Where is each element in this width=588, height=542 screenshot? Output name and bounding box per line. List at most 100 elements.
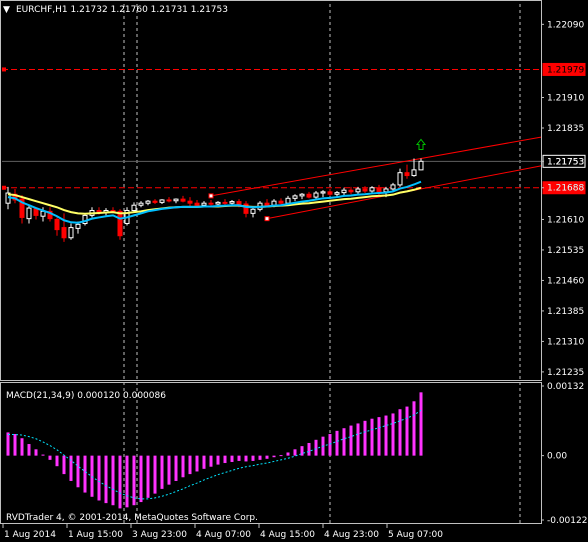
macd-histogram-bar [34, 449, 38, 456]
macd-panel-frame [0, 382, 542, 524]
macd-histogram-bar [265, 455, 269, 459]
macd-signal-line [8, 409, 422, 500]
candle-body [187, 200, 193, 204]
candle-body [117, 210, 123, 237]
macd-histogram-bar [279, 455, 283, 457]
candle-body [362, 188, 368, 192]
candle-body [411, 169, 417, 177]
macd-histogram-bar [377, 417, 381, 456]
macd-histogram-bar [307, 442, 311, 456]
candle-body [68, 227, 74, 239]
candle-body [397, 172, 403, 186]
price-tick-label: 1.21753 [547, 157, 584, 167]
macd-histogram-bar [419, 392, 423, 456]
macd-histogram-bar [300, 446, 304, 456]
channel-upper-line [210, 136, 542, 197]
macd-histogram-bar [69, 455, 73, 481]
macd-histogram-bar [62, 455, 66, 475]
macd-histogram-bar [384, 415, 388, 456]
macd-tick-label: 0.00132 [547, 382, 584, 392]
macd-histogram-bar [230, 455, 234, 462]
time-axis: 1 Aug 2014 1 Aug 15:00 3 Aug 23:00 4 Aug 07… [2, 524, 443, 540]
macd-histogram-bar [97, 455, 101, 501]
price-tick-label: 1.21310 [547, 337, 584, 347]
price-tick-label: 1.21235 [547, 368, 584, 378]
time-tick-label: 1 Aug 15:00 [68, 530, 123, 540]
candle-body [47, 210, 53, 220]
macd-histogram-bar [412, 401, 416, 456]
macd-histogram-bar [146, 455, 150, 498]
price-tag-label: 1.21979 [547, 65, 584, 75]
candle-body [292, 195, 298, 199]
moving-averages [7, 138, 427, 224]
candle-body [306, 193, 312, 198]
price-tick-label: 1.21460 [547, 276, 584, 286]
channel-lower-line-anchor [264, 216, 270, 222]
candle-body [166, 199, 172, 202]
candlesticks [5, 158, 424, 242]
macd-histogram-bar [398, 409, 402, 456]
candle-body [355, 188, 361, 193]
macd-histogram-bar [132, 455, 136, 506]
price-tag-label: 1.21753 [547, 157, 584, 167]
price-tag-box [542, 62, 586, 76]
candle-body [131, 204, 137, 212]
candle-body [19, 198, 25, 218]
macd-histogram-bar [363, 420, 367, 456]
candle-body [75, 223, 81, 229]
candle-body [33, 208, 39, 216]
candle-body [348, 189, 354, 193]
candle-body [54, 218, 60, 231]
macd-histogram-bar [125, 455, 129, 508]
candle-body [194, 202, 200, 206]
vertical-gridlines [123, 4, 521, 523]
candle-body [180, 198, 186, 202]
macd-histogram-bar [195, 455, 199, 472]
candle-body [61, 227, 67, 239]
macd-histogram-bar [160, 455, 164, 489]
candle-body [145, 200, 151, 204]
chart-header: EURCHF,H1 1.21732 1.21760 1.21731 1.2175… [16, 5, 228, 15]
symbol-dropdown-icon[interactable]: ▼ [3, 5, 10, 15]
price-tick-label: 1.21385 [547, 307, 584, 317]
macd-histogram-bar [251, 455, 255, 461]
candle-body [278, 200, 284, 204]
macd-histogram-bar [139, 455, 143, 503]
macd-histogram-bar [41, 454, 45, 456]
candle-body [222, 201, 228, 204]
macd-histogram-bar [83, 455, 87, 493]
price-axis: 1.22090 1.21910 1.21835 1.21753 1.21688 1.216… [541, 20, 584, 378]
macd-histogram-bar [181, 455, 185, 478]
horizontal-levels [2, 67, 541, 190]
price-panel-frame [0, 0, 542, 381]
price-tick-label: 1.21910 [547, 94, 584, 104]
candle-body [229, 201, 235, 204]
candle-body [341, 189, 347, 194]
macd-histogram-bar [202, 455, 206, 469]
macd-histogram-bar [370, 418, 374, 456]
copyright-text: RVDTrader 4, © 2001-2014, MetaQuotes Sof… [6, 513, 258, 523]
candle-body [138, 202, 144, 206]
candle-body [369, 187, 375, 192]
macd-tick-label: -0.00122 [547, 516, 587, 526]
candle-body [173, 198, 179, 202]
macd-histogram-bar [349, 425, 353, 456]
candle-body [327, 191, 333, 195]
candle-body [334, 192, 340, 195]
time-tick-label: 5 Aug 07:00 [388, 530, 443, 540]
macd-histogram-bar [20, 438, 24, 456]
candle-body [152, 200, 158, 203]
macd-histogram-bar [6, 432, 10, 456]
candle-body [418, 160, 424, 171]
candle-body [313, 192, 319, 198]
candle-body [26, 207, 32, 220]
candle-body [201, 202, 207, 206]
candle-body [285, 197, 291, 204]
macd-histogram-bar [314, 439, 318, 456]
macd-histogram-bar [118, 455, 122, 509]
macd-panel: 0.00132 0.00 -0.00122 [6, 382, 587, 526]
price-tick-label: 1.21535 [547, 246, 584, 256]
candle-body [208, 202, 214, 205]
time-tick-label: 4 Aug 15:00 [260, 530, 315, 540]
